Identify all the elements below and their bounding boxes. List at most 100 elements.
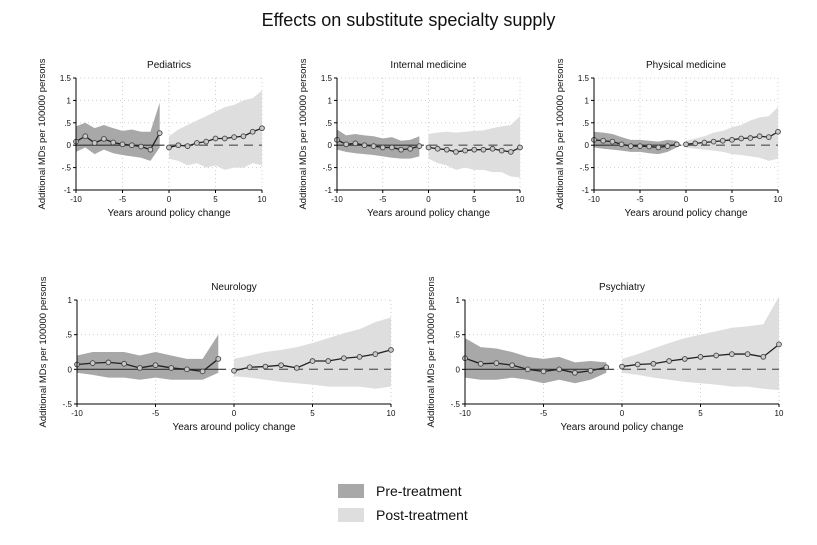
series-pre-point-7 bbox=[138, 143, 144, 150]
legend-label-pre: Pre-treatment bbox=[376, 483, 462, 499]
x-tick-label-3: 5 bbox=[213, 195, 218, 204]
y-tick-label-3: .5 bbox=[64, 119, 71, 128]
legend-item-pre: Pre-treatment bbox=[338, 480, 468, 502]
series-post-point-1 bbox=[175, 142, 182, 149]
series-pre-point-2 bbox=[91, 140, 98, 146]
ci-band-pre bbox=[77, 334, 219, 380]
series-post-point-1 bbox=[246, 364, 253, 371]
series-pre-point-6 bbox=[389, 144, 395, 151]
panel-title: Neurology bbox=[211, 282, 257, 293]
series-post-point-10 bbox=[517, 144, 523, 151]
series-pre-point-9 bbox=[603, 364, 610, 371]
y-tick-label-4: 1 bbox=[328, 96, 333, 105]
series-post-point-4 bbox=[203, 138, 210, 145]
series-post-point-0 bbox=[166, 144, 172, 151]
series-pre-point-2 bbox=[352, 140, 359, 147]
series-post-point-10 bbox=[776, 341, 782, 348]
series-post-point-2 bbox=[184, 143, 191, 149]
series-pre-point-5 bbox=[119, 141, 126, 148]
series-pre-point-4 bbox=[136, 365, 143, 371]
series-post-point-5 bbox=[729, 136, 735, 143]
series-post-point-7 bbox=[747, 135, 754, 141]
ci-band-post bbox=[686, 107, 778, 161]
x-axis-label: Years around policy change bbox=[172, 422, 295, 433]
series-pre-point-5 bbox=[637, 143, 643, 149]
legend-label-post: Post-treatment bbox=[376, 507, 468, 523]
series-post-point-9 bbox=[249, 128, 256, 135]
series-post-point-6 bbox=[221, 135, 228, 142]
y-tick-label-3: .5 bbox=[582, 119, 589, 128]
x-tick-label-3: 5 bbox=[730, 195, 735, 204]
x-tick-label-0: -10 bbox=[70, 195, 82, 204]
series-post-point-7 bbox=[341, 355, 347, 362]
x-tick-label-2: 0 bbox=[684, 195, 689, 204]
series-post-point-3 bbox=[194, 140, 200, 146]
series-post-point-9 bbox=[372, 351, 379, 357]
y-tick-label-2: 0 bbox=[67, 141, 72, 150]
y-tick-label-2: 0 bbox=[328, 141, 333, 150]
legend-swatch-post bbox=[338, 508, 364, 522]
series-pre-point-1 bbox=[82, 133, 89, 140]
ci-band-pre bbox=[465, 338, 607, 384]
panel-0: -1 -.5 0 .5 1 1.5 -10 -5 0 5 10 Pediatrics Years aro… bbox=[37, 58, 267, 219]
series-post-point-1 bbox=[634, 361, 641, 368]
panel-4: -.5 0 .5 1 -10 -5 0 5 10 Psychiatry Years around p… bbox=[426, 276, 784, 433]
x-tick-label-1: -5 bbox=[119, 195, 127, 204]
y-tick-label-2: .5 bbox=[65, 331, 72, 340]
y-tick-label-0: -.5 bbox=[63, 400, 73, 409]
y-axis-label: Additional MDs per 100000 persons bbox=[37, 58, 48, 209]
series-post-point-0 bbox=[231, 367, 237, 374]
y-tick-label-1: -.5 bbox=[323, 164, 333, 173]
series-pre-point-6 bbox=[168, 365, 175, 371]
series-pre-point-6 bbox=[646, 143, 653, 150]
y-tick-label-0: -.5 bbox=[451, 400, 461, 409]
series-pre-point-8 bbox=[199, 368, 206, 375]
x-tick-label-3: 5 bbox=[472, 195, 477, 204]
series-pre-point-3 bbox=[618, 141, 625, 148]
series-post-point-2 bbox=[701, 139, 708, 146]
x-axis-label: Years around policy change bbox=[107, 208, 230, 219]
legend: Pre-treatment Post-treatment bbox=[338, 480, 468, 528]
panel-1: -1 -.5 0 .5 1 1.5 -10 -5 0 5 10 Internal medicine Ye… bbox=[298, 58, 525, 219]
x-tick-label-0: -10 bbox=[71, 409, 83, 418]
x-tick-label-3: 5 bbox=[310, 409, 315, 418]
series-post-point-4 bbox=[462, 147, 468, 154]
y-axis-label: Additional MDs per 100000 persons bbox=[555, 58, 566, 209]
series-pre-point-5 bbox=[152, 362, 159, 369]
panel-2: -1 -.5 0 .5 1 1.5 -10 -5 0 5 10 Physical medicine Ye… bbox=[555, 58, 783, 219]
series-pre-point-6 bbox=[556, 366, 563, 373]
x-tick-label-0: -10 bbox=[459, 409, 471, 418]
x-tick-label-4: 10 bbox=[774, 195, 783, 204]
series-post-point-3 bbox=[278, 362, 284, 369]
x-tick-label-2: 0 bbox=[232, 409, 237, 418]
y-tick-label-2: .5 bbox=[453, 331, 460, 340]
series-post-point-8 bbox=[756, 133, 763, 140]
series-pre-point-9 bbox=[673, 141, 680, 148]
series-post-point-4 bbox=[293, 365, 300, 371]
y-axis-label: Additional MDs per 100000 persons bbox=[426, 276, 437, 427]
series-pre-point-7 bbox=[184, 366, 190, 373]
series-pre-point-5 bbox=[379, 144, 386, 151]
series-post-point-0 bbox=[619, 363, 625, 370]
series-post-point-6 bbox=[480, 146, 487, 153]
x-tick-label-0: -10 bbox=[331, 195, 343, 204]
y-axis-label: Additional MDs per 100000 persons bbox=[38, 276, 49, 427]
series-post-point-3 bbox=[453, 149, 459, 155]
series-post-point-5 bbox=[697, 354, 704, 360]
series-pre-point-8 bbox=[664, 143, 671, 149]
x-tick-label-3: 5 bbox=[698, 409, 703, 418]
series-post-point-4 bbox=[719, 137, 726, 144]
panel-title: Physical medicine bbox=[646, 60, 726, 71]
x-tick-label-4: 10 bbox=[387, 409, 396, 418]
panel-title: Pediatrics bbox=[147, 60, 191, 71]
series-pre-point-1 bbox=[343, 141, 350, 148]
y-tick-label-1: -.5 bbox=[62, 164, 72, 173]
x-tick-label-2: 0 bbox=[167, 195, 172, 204]
series-post-point-10 bbox=[775, 128, 781, 135]
series-post-point-1 bbox=[434, 145, 441, 152]
series-pre-point-3 bbox=[509, 362, 515, 369]
series-pre-line bbox=[593, 139, 677, 149]
series-pre-point-5 bbox=[540, 368, 547, 375]
series-pre-point-6 bbox=[128, 142, 135, 149]
